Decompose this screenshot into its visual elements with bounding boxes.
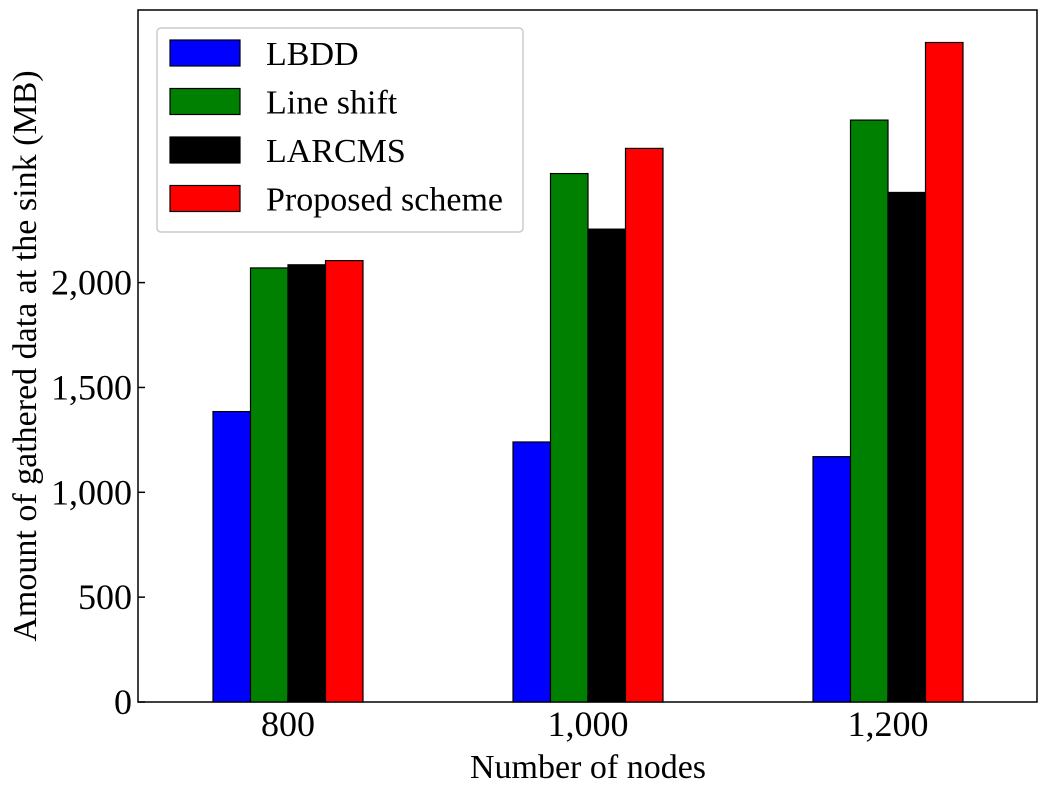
bar-larcms-800 [287,264,327,703]
bar-lbdd-1200 [812,456,852,703]
y-tick-label: 500 [78,577,132,617]
legend-swatch [169,39,241,67]
bar-larcms-1000 [587,228,627,703]
y-tick-label: 1,500 [51,367,132,407]
x-tick-label: 1,000 [548,704,629,744]
bar-proposed-scheme-1200 [924,41,964,703]
legend-label: Line shift [266,85,398,122]
y-tick-label: 0 [114,682,132,722]
y-tick-label: 2,000 [51,263,132,303]
legend-label: Proposed scheme [266,182,503,219]
bars-group [212,41,964,703]
y-tick-label: 1,000 [51,472,132,512]
legend-label: LBDD [266,36,359,73]
legend-swatch [169,136,241,164]
x-tick-label: 1,200 [848,704,929,744]
x-axis: 800 1,000 1,200 [261,695,929,744]
bar-larcms-1200 [887,191,927,703]
legend-label: LARCMS [266,133,406,170]
bar-proposed-scheme-1000 [624,147,664,703]
y-axis-title: Amount of gathered data at the sink (MB) [7,70,44,641]
bar-line-shift-1200 [849,119,889,703]
bar-proposed-scheme-800 [324,259,364,703]
x-axis-title: Number of nodes [470,749,706,786]
legend-swatch [169,184,241,213]
bar-line-shift-1000 [549,172,589,703]
bar-lbdd-800 [212,410,252,703]
legend: LBDD Line shift LARCMS Proposed scheme [156,27,524,233]
bar-line-shift-800 [249,267,289,703]
bar-lbdd-1000 [512,441,552,703]
legend-swatch [169,87,241,116]
y-axis: 0 500 1,000 1,500 2,000 [51,263,145,722]
legend-frame [156,27,524,233]
x-tick-label: 800 [261,704,315,744]
